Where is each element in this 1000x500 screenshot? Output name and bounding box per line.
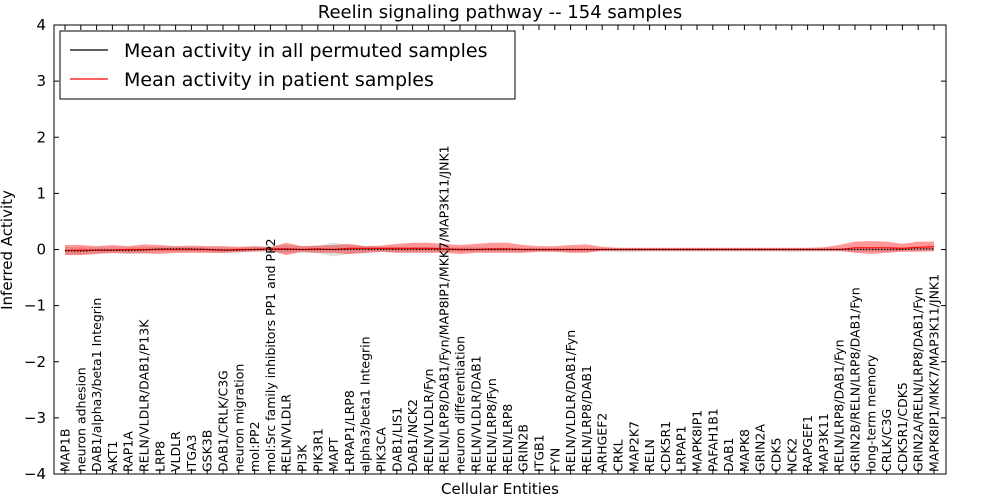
x-tick-label: MAPK8 (737, 429, 752, 472)
x-tick-label: ITGB1 (532, 434, 547, 472)
x-tick-label: ITGA3 (184, 434, 199, 472)
x-tick-label: RELN/VLDLR/Fyn (421, 369, 436, 472)
x-tick-label: GRIN2B/RELN/LRP8/DAB1/Fyn (848, 287, 863, 472)
x-tick-label: alpha3/beta1 Integrin (358, 336, 373, 472)
x-tick-label: LRP8 (152, 441, 167, 472)
x-tick-label: GRIN2A/RELN/LRP8/DAB1/Fyn (911, 287, 926, 472)
x-tick-label: FYN (547, 448, 562, 472)
x-tick-label: neuron migration (231, 364, 246, 472)
x-tick-label: RELN/LRP8/DAB1 (579, 365, 594, 472)
x-tick-label: CDK5R1/CDK5 (895, 382, 910, 472)
x-tick-label: RELN/LRP8 (500, 404, 515, 472)
x-tick-label: PI3K (295, 444, 310, 472)
x-tick-label: NCK2 (784, 438, 799, 472)
y-tick-label: −1 (24, 297, 46, 315)
x-tick-label: GRIN2A (753, 424, 768, 472)
x-tick-label: MAPK8IP1 (690, 410, 705, 472)
patient-band (65, 241, 934, 256)
x-tick-label: LRPAP1/LRP8 (342, 390, 357, 472)
chart-title: Reelin signaling pathway -- 154 samples (318, 2, 682, 23)
x-tick-label: RELN (642, 439, 657, 472)
x-tick-label: ARHGEF2 (595, 413, 610, 472)
x-tick-label: RELN/VLDLR/DAB1/Fyn (563, 330, 578, 472)
x-tick-label: RELN/LRP8/DAB1/Fyn (832, 339, 847, 472)
x-tick-label: RELN/LRP8/DAB1/Fyn/MAP8IP1/MKK7/MAP3K11/… (437, 145, 452, 472)
x-tick-label: DAB1/CRLK/C3G (216, 370, 231, 472)
x-tick-label: PIK3CA (374, 427, 389, 472)
x-axis-label: Cellular Entities (441, 480, 559, 498)
x-tick-label: MAPT (326, 437, 341, 472)
legend-label: Mean activity in patient samples (124, 69, 434, 91)
x-tick-label: MAP2K7 (626, 421, 641, 472)
legend-label: Mean activity in all permuted samples (124, 40, 487, 62)
y-tick-label: 0 (36, 241, 46, 259)
x-tick-label: MAP3K11 (816, 413, 831, 472)
x-tick-label: DAB1/alpha3/beta1 Integrin (89, 298, 104, 472)
x-tick-label: DAB1/LIS1 (389, 407, 404, 472)
x-tick-label: RELN/LRP8/Fyn (484, 378, 499, 472)
x-tick-label: GSK3B (200, 430, 215, 472)
y-tick-label: 4 (36, 16, 46, 34)
x-tick-label: LRPAP1 (674, 426, 689, 472)
x-tick-label: MAP1B (58, 429, 73, 472)
plot-area: −4 −3 −2 −1 0 1 2 3 4 MAP1B neuron adhesion DAB1/al… (24, 16, 947, 483)
x-tick-label: RELN/VLDLR (279, 394, 294, 472)
permuted-mean-line (64, 248, 934, 252)
x-tick-label: GRIN2B (516, 424, 531, 472)
legend: Mean activity in all permuted samples Mea… (59, 30, 516, 100)
x-tick-label: mol:PP2 (247, 421, 262, 472)
x-tick-label: PAFAH1B1 (705, 408, 720, 472)
x-tick-label: CRLK/C3G (879, 409, 894, 472)
y-tick-label: 2 (36, 128, 46, 146)
x-tick-label: CRKL (611, 439, 626, 472)
y-tick-label: 3 (36, 72, 46, 90)
x-tick-label: RAPGEF1 (800, 415, 815, 472)
x-tick-label: DAB1 (721, 438, 736, 473)
x-tick-label: RELN/VLDLR/DAB1 (468, 355, 483, 472)
legend-box (59, 30, 516, 100)
x-tick-label: DAB1/NCK2 (405, 399, 420, 472)
x-tick-label: CDK5 (769, 437, 784, 472)
x-tick-label: neuron differentiation (453, 336, 468, 472)
x-tick-label: PIK3R1 (310, 428, 325, 472)
x-tick-label: RAP1A (121, 431, 136, 472)
x-tick-label: MAPK8IP1/MKK7/MAP3K11/JNK1 (927, 274, 942, 472)
x-tick-label: AKT1 (105, 441, 120, 472)
x-tick-label: neuron adhesion (73, 367, 88, 472)
y-tick-label: −2 (24, 353, 46, 371)
x-tick-label: VLDLR (168, 431, 183, 472)
x-tick-label: long-term memory (863, 354, 878, 472)
x-tick-label: RELN/VLDLR/DAB1/P13K (137, 319, 152, 472)
x-tick-label: mol:Src family inhibitors PP1 and PP2 (263, 238, 278, 472)
x-tick-label: CDK5R1 (658, 421, 673, 472)
y-tick-label: 1 (36, 184, 46, 202)
y-tick-label: −3 (24, 409, 46, 427)
y-tick-label: −4 (24, 465, 46, 483)
y-axis-label: Inferred Activity (0, 190, 16, 310)
